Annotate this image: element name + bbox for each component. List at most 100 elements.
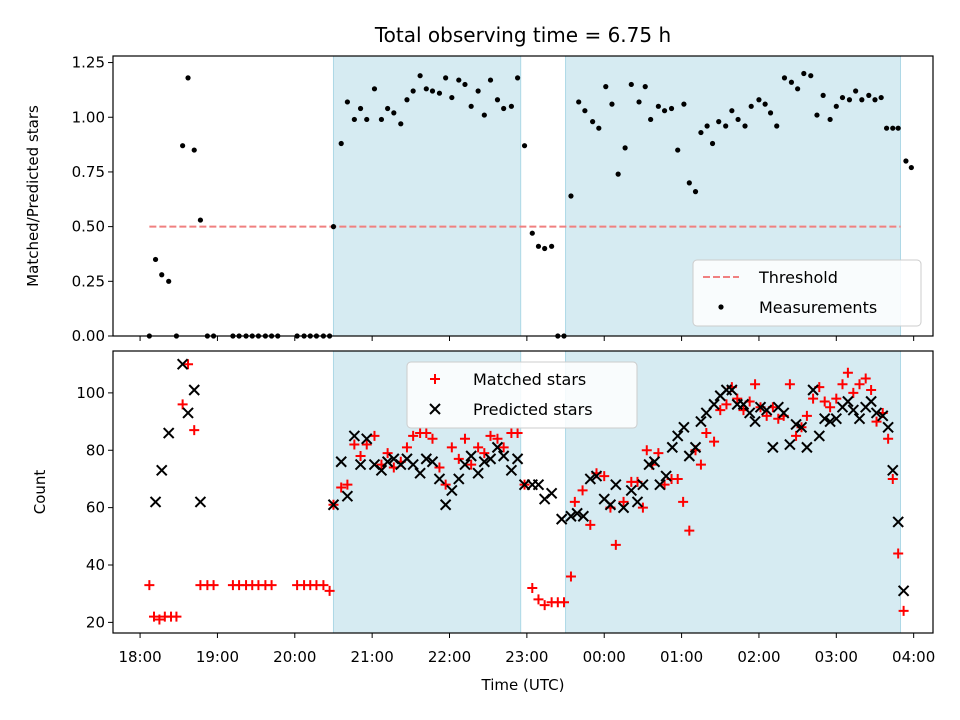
data-point (505, 464, 518, 477)
axes-frame (112, 350, 934, 634)
data-point (149, 611, 159, 622)
data-point (749, 415, 761, 428)
data-point (715, 405, 726, 416)
y-tick-label: 20 (86, 613, 105, 631)
series-measurements (146, 70, 914, 339)
data-point (882, 421, 894, 434)
data-point (808, 73, 814, 79)
data-point (708, 398, 720, 411)
data-point (324, 585, 335, 596)
data-point (545, 487, 558, 499)
data-point (371, 86, 378, 92)
data-point (189, 425, 200, 436)
data-point (695, 415, 707, 428)
data-point (709, 140, 716, 147)
data-point (637, 502, 648, 513)
data-point (382, 448, 393, 459)
data-point (732, 393, 743, 404)
data-point (761, 410, 772, 421)
data-point (423, 86, 429, 92)
data-point (433, 473, 446, 485)
data-point (453, 473, 465, 485)
data-point (459, 433, 470, 444)
data-point (429, 88, 436, 94)
data-point (672, 473, 683, 484)
data-point (618, 496, 629, 507)
data-point (893, 548, 904, 559)
data-point (443, 75, 449, 81)
data-point (878, 94, 884, 101)
data-point (628, 81, 634, 88)
data-point (866, 92, 872, 98)
data-point (631, 496, 644, 508)
data-point (378, 116, 385, 123)
data-point (625, 484, 638, 497)
data-point (194, 496, 207, 508)
data-point (180, 143, 186, 149)
data-point (774, 123, 780, 129)
x-tick-label: 19:00 (196, 648, 239, 666)
data-point (709, 436, 720, 447)
data-point (361, 433, 373, 445)
data-point (683, 450, 696, 462)
data-point (512, 428, 523, 439)
data-point (144, 580, 155, 591)
data-point (391, 110, 397, 116)
legend-threshold-label: Threshold (758, 268, 838, 287)
data-point (892, 516, 904, 528)
x-tick-label: 00:00 (583, 648, 626, 666)
data-point (698, 129, 704, 136)
data-point (648, 456, 661, 468)
data-point (872, 97, 878, 103)
y-axis-label: Matched/Predicted stars (24, 105, 42, 287)
data-point (349, 439, 360, 450)
data-point (559, 597, 569, 608)
data-point (767, 110, 774, 116)
data-point (468, 103, 474, 109)
data-point (729, 108, 735, 114)
legend: Matched stars Predicted stars (406, 361, 638, 429)
data-point (754, 401, 767, 413)
legend-box (692, 259, 922, 327)
data-point (908, 164, 914, 171)
data-point (654, 478, 666, 491)
data-point (351, 116, 357, 123)
data-point (341, 490, 354, 502)
data-point (330, 224, 337, 230)
data-point (762, 101, 768, 107)
legend-measurements-swatch (718, 304, 724, 310)
data-point (636, 99, 642, 105)
data-point (678, 496, 689, 507)
data-point (750, 379, 761, 390)
data-point (655, 103, 661, 109)
data-point (871, 416, 882, 427)
x-tick-label: 23:00 (505, 648, 548, 666)
data-point (807, 384, 819, 396)
legend-predicted-label: Predicted stars (473, 400, 593, 419)
data-point (795, 86, 801, 92)
data-point (610, 539, 621, 550)
data-point (781, 75, 788, 81)
data-point (357, 105, 364, 112)
data-point (459, 458, 471, 471)
data-point (571, 507, 583, 520)
data-point (472, 467, 484, 479)
data-point (542, 245, 548, 252)
data-point (853, 88, 859, 94)
data-point (723, 123, 729, 129)
data-point (529, 230, 535, 236)
x-tick-label: 03:00 (815, 648, 858, 666)
data-point (511, 453, 524, 465)
x-axis-ticks: 18:00 19:00 20:00 21:00 22:00 23:00 00:00 01:00… (118, 648, 935, 666)
x-axis-label: Time (UTC) (481, 676, 565, 694)
chart-title: Total observing time = 6.75 h (374, 23, 671, 47)
data-point (381, 456, 394, 468)
data-point (887, 464, 899, 477)
data-point (853, 412, 866, 425)
data-point (185, 75, 191, 81)
data-point (568, 193, 574, 199)
data-point (404, 97, 410, 103)
data-point (883, 433, 894, 444)
data-point (385, 105, 391, 112)
data-point (830, 412, 843, 425)
